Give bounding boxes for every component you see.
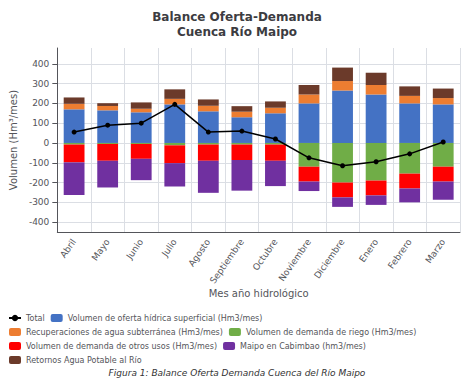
svg-text:Julio: Julio (159, 237, 179, 259)
svg-text:Enero: Enero (357, 237, 380, 264)
svg-text:100: 100 (32, 118, 49, 128)
svg-text:Volumen de oferta hídrica supe: Volumen de oferta hídrica superficial (H… (68, 314, 263, 323)
svg-text:Febrero: Febrero (386, 237, 414, 271)
svg-text:200: 200 (32, 98, 49, 108)
svg-text:-100: -100 (29, 158, 50, 168)
svg-text:Volumen de demanda de riego (H: Volumen de demanda de riego (Hm3/mes) (246, 328, 416, 337)
svg-text:Recuperaciones de agua subterr: Recuperaciones de agua subterránea (Hm3/… (26, 328, 223, 337)
svg-text:Junio: Junio (124, 237, 146, 262)
svg-text:0: 0 (44, 138, 50, 148)
svg-text:Volumen (Hm³/mes): Volumen (Hm³/mes) (8, 90, 19, 190)
svg-text:Diciembre: Diciembre (312, 237, 347, 281)
svg-text:Abril: Abril (58, 237, 78, 260)
svg-text:Mayo: Mayo (90, 237, 112, 263)
svg-text:Balance Oferta-Demanda: Balance Oferta-Demanda (152, 10, 322, 24)
svg-text:Volumen de demanda de otros us: Volumen de demanda de otros usos (Hm3/me… (26, 342, 217, 351)
svg-text:Octubre: Octubre (251, 237, 280, 273)
svg-text:Retornos Agua Potable al Río: Retornos Agua Potable al Río (26, 356, 142, 365)
svg-text:400: 400 (32, 59, 49, 69)
svg-text:Mes año hidrológico: Mes año hidrológico (209, 288, 309, 299)
svg-text:Marzo: Marzo (424, 237, 448, 265)
svg-text:-400: -400 (29, 217, 50, 227)
svg-text:300: 300 (32, 79, 49, 89)
svg-text:-200: -200 (29, 178, 50, 188)
svg-text:Maipo en Cabimbao (hm3/mes): Maipo en Cabimbao (hm3/mes) (240, 342, 366, 351)
svg-text:Total: Total (25, 314, 45, 323)
svg-text:-300: -300 (29, 197, 50, 207)
svg-text:Septiembre: Septiembre (208, 237, 246, 286)
svg-text:Figura 1: Balance Oferta Deman: Figura 1: Balance Oferta Demanda Cuenca … (109, 368, 366, 378)
svg-text:Cuenca Río Maipo: Cuenca Río Maipo (177, 25, 297, 39)
svg-text:Agosto: Agosto (186, 237, 212, 269)
svg-text:Noviembre: Noviembre (277, 237, 314, 283)
